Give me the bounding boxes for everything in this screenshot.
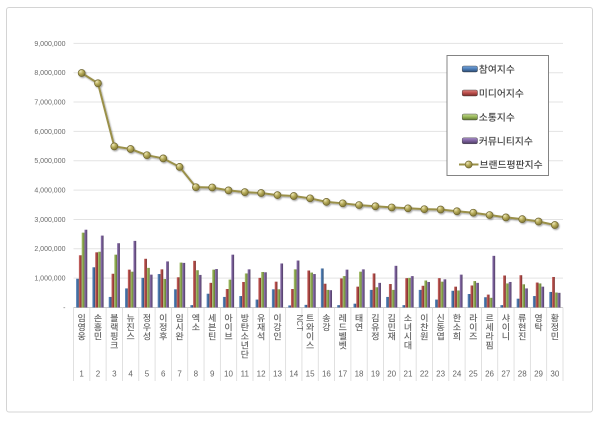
svg-text:28: 28 [518,370,527,379]
svg-text:10: 10 [224,370,233,379]
svg-text:5,000,000: 5,000,000 [34,158,65,165]
svg-text:1,000,000: 1,000,000 [34,276,65,283]
svg-text:5: 5 [145,370,150,379]
svg-text:27: 27 [501,370,510,379]
svg-text:1: 1 [79,370,84,379]
svg-text:22: 22 [420,370,429,379]
svg-text:8: 8 [194,370,199,379]
svg-text:11: 11 [241,370,250,379]
svg-text:12: 12 [257,370,266,379]
svg-text:16: 16 [322,370,331,379]
svg-text:3: 3 [112,370,117,379]
svg-text:7,000,000: 7,000,000 [34,99,65,106]
svg-text:18: 18 [355,370,364,379]
svg-text:30: 30 [550,370,559,379]
svg-text:4: 4 [128,370,133,379]
svg-text:9: 9 [210,370,215,379]
svg-text:26: 26 [485,370,494,379]
svg-text:29: 29 [534,370,543,379]
svg-text:9,000,000: 9,000,000 [34,41,65,48]
svg-text:2,000,000: 2,000,000 [34,246,65,253]
svg-text:17: 17 [338,370,347,379]
svg-text:2: 2 [96,370,101,379]
svg-text:-: - [63,305,66,312]
svg-text:6: 6 [161,370,166,379]
svg-text:7: 7 [177,370,182,379]
svg-text:23: 23 [436,370,445,379]
svg-text:8,000,000: 8,000,000 [34,70,65,77]
svg-text:3,000,000: 3,000,000 [34,217,65,224]
svg-text:NCT: NCT [295,315,304,332]
svg-text:20: 20 [387,370,396,379]
svg-text:25: 25 [469,370,478,379]
svg-text:14: 14 [289,370,298,379]
svg-text:4,000,000: 4,000,000 [34,188,65,195]
svg-text:24: 24 [452,370,461,379]
svg-text:15: 15 [306,370,315,379]
svg-text:13: 13 [273,370,282,379]
svg-text:6,000,000: 6,000,000 [34,129,65,136]
svg-text:19: 19 [371,370,380,379]
svg-text:21: 21 [404,370,413,379]
